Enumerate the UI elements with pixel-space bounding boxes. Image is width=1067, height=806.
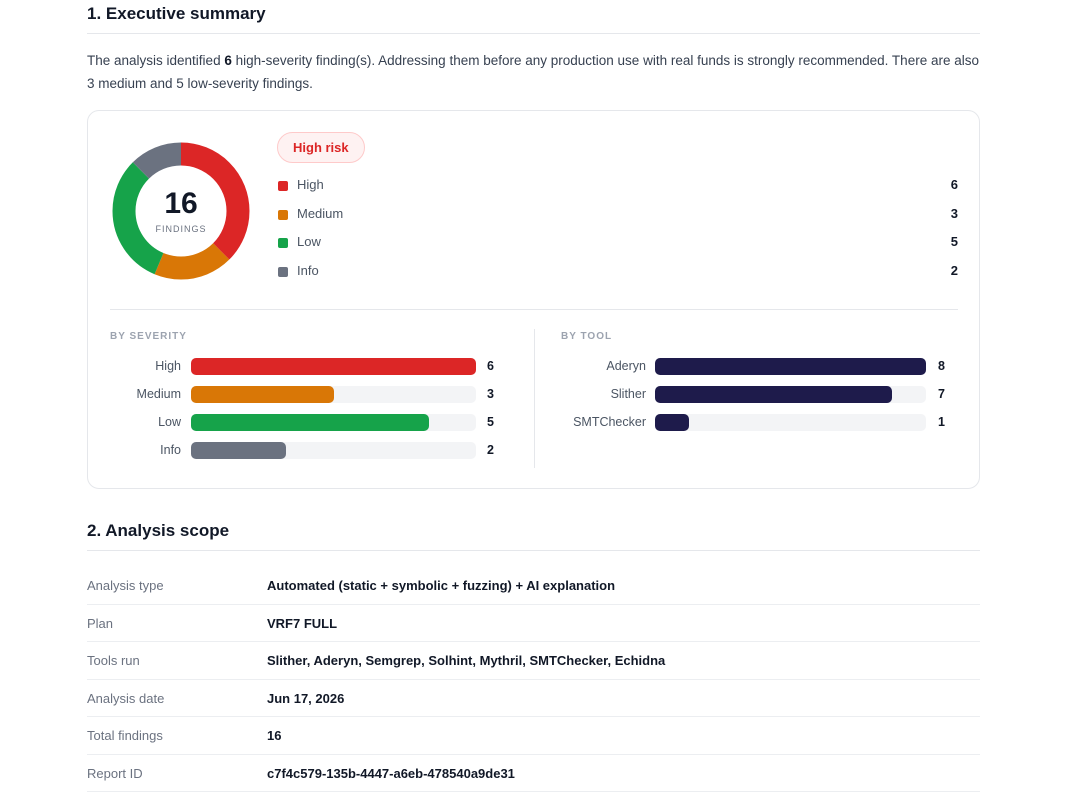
- legend-swatch-low: [278, 238, 288, 249]
- section-title-analysis-scope: 2. Analysis scope: [87, 521, 980, 551]
- scope-key: Total findings: [87, 728, 163, 743]
- bar-value-slither: 7: [938, 387, 945, 401]
- legend-count: 2: [950, 262, 958, 278]
- bar-label-high: High: [155, 359, 181, 373]
- total-findings-caption: FINDINGS: [155, 224, 207, 234]
- scope-row-tools-run: Tools run Slither, Aderyn, Semgrep, Solh…: [87, 642, 980, 680]
- bar-row-smtchecker: SMTChecker 1: [534, 411, 974, 439]
- legend-count: 6: [950, 177, 958, 192]
- bar-value-info: 2: [487, 443, 494, 457]
- report-content: 1. Executive summary The analysis identi…: [87, 0, 980, 792]
- legend-item-medium: Medium 3: [277, 204, 958, 233]
- donut-slice-low: [112, 142, 250, 280]
- section-title-executive-summary: 1. Executive summary: [87, 4, 980, 34]
- severity-donut-chart: [112, 142, 250, 280]
- scope-key: Report ID: [87, 765, 143, 781]
- legend-item-info: Info 2: [277, 261, 958, 290]
- scope-row-analysis-type: Analysis type Automated (static + symbol…: [87, 567, 980, 605]
- legend-swatch-medium: [278, 209, 288, 220]
- bar-row-high: High 6: [88, 355, 528, 383]
- total-findings-count: 16: [164, 187, 198, 220]
- legend-swatch-info: [278, 266, 288, 277]
- bar-row-info: Info 2: [88, 439, 528, 467]
- card-divider: [110, 309, 958, 310]
- legend-swatch-high: [278, 181, 288, 191]
- legend-label: Info: [297, 262, 319, 278]
- bar-value-high: 6: [487, 359, 494, 373]
- legend-label: Low: [297, 234, 321, 250]
- severity-bar-chart: High 6 Medium 3 Low 5 Info 2: [88, 355, 528, 467]
- summary-text-start: The analysis identified: [87, 53, 225, 68]
- donut-slice-medium: [112, 142, 250, 280]
- legend-item-low: Low 5: [277, 232, 958, 261]
- bar-row-low: Low 5: [88, 411, 528, 439]
- summary-text-end: high-severity finding(s). Addressing the…: [87, 53, 979, 91]
- legend-label: High: [297, 177, 324, 192]
- risk-level-badge: High risk: [277, 132, 365, 163]
- summary-high-count: 6: [224, 53, 232, 68]
- bar-label-low: Low: [158, 415, 181, 429]
- legend-item-high: High 6: [277, 175, 958, 204]
- scope-value: VRF7 FULL: [267, 615, 338, 631]
- bar-fill-aderyn: [655, 358, 926, 375]
- severity-legend: High 6 Medium 3 Low 5 Info 2: [277, 175, 958, 289]
- donut-center: 16 FINDINGS: [111, 141, 251, 281]
- bar-fill-high: [191, 358, 476, 375]
- scope-value: Jun 17, 2026: [267, 690, 345, 706]
- scope-row-total-findings: Total findings 16: [87, 717, 980, 755]
- scope-key: Tools run: [87, 653, 140, 668]
- bar-track-smtchecker: [655, 414, 926, 431]
- bar-track-high: [191, 358, 476, 375]
- scope-row-analysis-date: Analysis date Jun 17, 2026: [87, 680, 980, 717]
- scope-value: Slither, Aderyn, Semgrep, Solhint, Mythr…: [267, 653, 666, 668]
- tool-bar-chart: Aderyn 8 Slither 7 SMTChecker 1: [534, 355, 974, 439]
- scope-value: Automated (static + symbolic + fuzzing) …: [267, 578, 616, 593]
- legend-count: 5: [950, 234, 958, 250]
- scope-row-report-id: Report ID c7f4c579-135b-4447-a6eb-478540…: [87, 755, 980, 792]
- legend-label: Medium: [297, 205, 344, 221]
- bar-fill-info: [191, 442, 286, 459]
- bar-label-aderyn: Aderyn: [606, 359, 646, 373]
- scope-key: Analysis date: [87, 690, 165, 706]
- bar-row-aderyn: Aderyn 8: [534, 355, 974, 383]
- bar-label-slither: Slither: [610, 387, 646, 401]
- bar-fill-slither: [655, 386, 893, 403]
- findings-summary-card: 16 FINDINGS High risk High 6 Medium 3 Lo…: [87, 110, 980, 489]
- scope-row-plan: Plan VRF7 FULL: [87, 605, 980, 642]
- bar-row-slither: Slither 7: [534, 383, 974, 411]
- by-severity-heading: BY SEVERITY: [110, 331, 187, 342]
- bar-fill-smtchecker: [655, 414, 689, 431]
- bar-label-smtchecker: SMTChecker: [573, 415, 646, 429]
- summary-paragraph: The analysis identified 6 high-severity …: [87, 49, 980, 95]
- bar-label-medium: Medium: [136, 387, 181, 401]
- bar-track-low: [191, 414, 476, 431]
- bar-fill-medium: [191, 386, 334, 403]
- bar-row-medium: Medium 3: [88, 383, 528, 411]
- bar-value-aderyn: 8: [938, 359, 945, 373]
- bar-label-info: Info: [160, 443, 181, 457]
- bar-value-medium: 3: [487, 387, 494, 401]
- bar-track-aderyn: [655, 358, 926, 375]
- scope-value: c7f4c579-135b-4447-a6eb-478540a9de31: [267, 765, 515, 781]
- legend-count: 3: [950, 205, 958, 221]
- scope-key: Plan: [87, 615, 114, 631]
- donut-slice-info: [112, 142, 250, 280]
- bar-track-medium: [191, 386, 476, 403]
- analysis-scope-table: Analysis type Automated (static + symbol…: [87, 567, 980, 792]
- bar-value-smtchecker: 1: [938, 415, 945, 429]
- bar-value-low: 5: [487, 415, 494, 429]
- bar-fill-low: [191, 414, 429, 431]
- bar-track-info: [191, 442, 476, 459]
- scope-key: Analysis type: [87, 578, 164, 593]
- scope-value: 16: [267, 728, 282, 743]
- bar-track-slither: [655, 386, 926, 403]
- by-tool-heading: BY TOOL: [561, 331, 613, 342]
- column-divider: [534, 329, 535, 468]
